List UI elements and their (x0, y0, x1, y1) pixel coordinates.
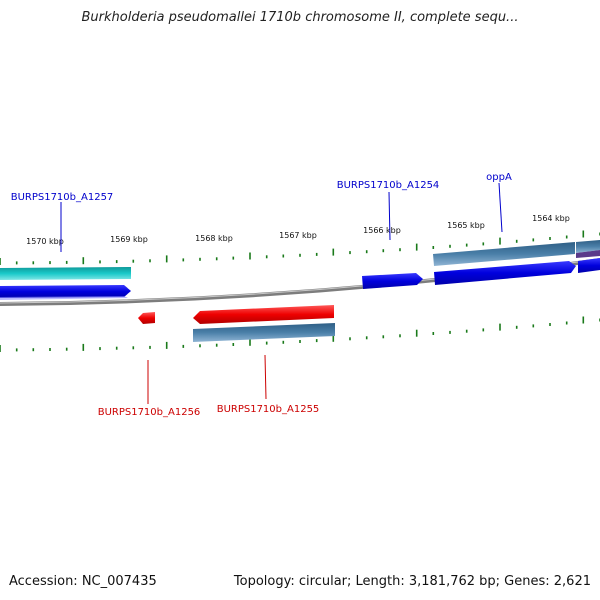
kbp-tick-row-outer (0, 230, 600, 265)
gene-arrow-oppa[interactable] (434, 261, 576, 285)
kbp-scale: 1570 kbp 1569 kbp 1568 kbp 1567 kbp 1566… (26, 214, 570, 246)
leader-line (498, 182, 503, 233)
kbp-tick-label: 1569 kbp (110, 235, 148, 244)
gene-arrow-a1255[interactable] (193, 305, 334, 324)
gene-label-oppa[interactable]: oppA (486, 172, 512, 183)
gene-label-a1255[interactable]: BURPS1710b_A1255 (217, 404, 320, 415)
kbp-tick-label: 1568 kbp (195, 234, 233, 243)
leader-line (388, 191, 391, 241)
kbp-tick-label: 1564 kbp (532, 214, 570, 223)
gene-arrow-next[interactable] (578, 258, 600, 273)
gene-label-a1254[interactable]: BURPS1710b_A1254 (337, 180, 440, 191)
kbp-tick-label: 1570 kbp (26, 237, 64, 246)
kbp-tick-label: 1565 kbp (447, 221, 485, 230)
topology-summary: Topology: circular; Length: 3,181,762 bp… (233, 574, 591, 589)
gene-label-a1256[interactable]: BURPS1710b_A1256 (98, 407, 201, 418)
accession-text: Accession: NC_007435 (9, 574, 157, 589)
kbp-tick-row-inner (0, 316, 600, 352)
gene-arrow-a1256[interactable] (138, 312, 155, 324)
gene-arrow-a1257[interactable] (0, 285, 131, 300)
cds-feature-oppa[interactable] (433, 242, 575, 266)
gene-label-a1257[interactable]: BURPS1710b_A1257 (11, 192, 114, 203)
gene-arrow-a1254[interactable] (362, 273, 423, 289)
cds-feature-a1255[interactable] (193, 323, 335, 342)
rna-feature-a1257[interactable] (0, 267, 131, 280)
leader-line (264, 354, 267, 400)
kbp-tick-label: 1567 kbp (279, 231, 317, 240)
cds-feature-next[interactable] (576, 240, 600, 258)
kbp-tick-label: 1566 kbp (363, 226, 401, 235)
map-title: Burkholderia pseudomallei 1710b chromoso… (81, 10, 519, 25)
